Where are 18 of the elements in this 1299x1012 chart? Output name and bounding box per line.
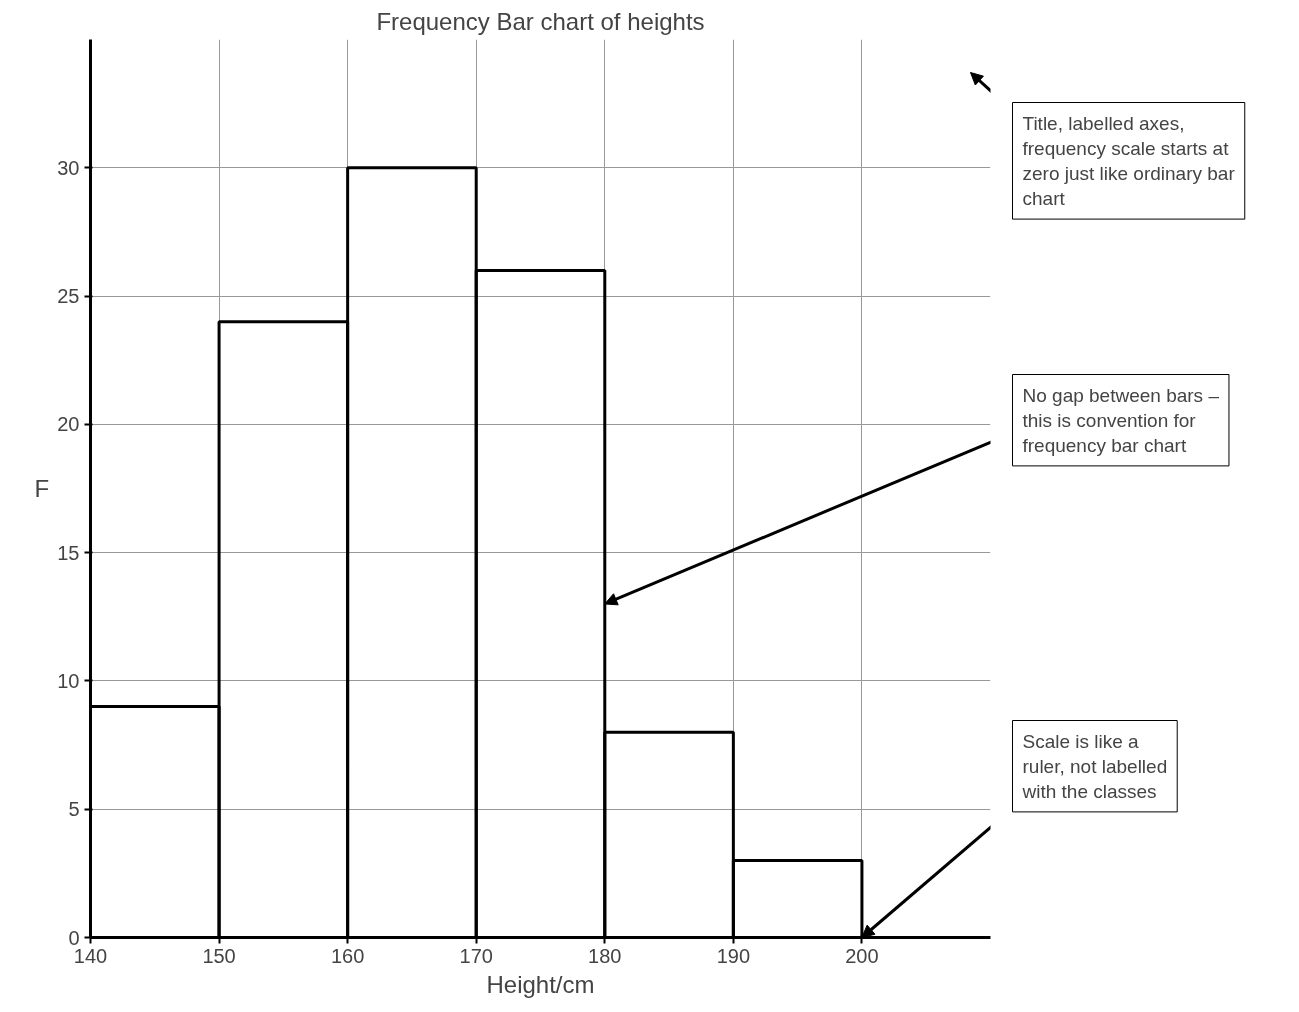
chart-title: Frequency Bar chart of heights [376, 7, 705, 35]
x-tick-label: 190 [716, 944, 751, 967]
y-axis-title: F [34, 475, 50, 502]
y-tick-label: 5 [68, 798, 80, 821]
y-tick-label: 20 [57, 413, 80, 436]
x-tick-label: 170 [459, 944, 493, 967]
x-tick-label: 150 [202, 944, 236, 967]
annotation: Scale is like a ruler, not labelled with the classes [1021, 730, 1168, 802]
annotation: No gap between bars – this is convention for frequency bar chart [1022, 384, 1220, 456]
y-tick-label: 15 [57, 541, 80, 564]
y-tick-label: 25 [57, 285, 80, 308]
text: Title, labelled axes, frequency scale starts at zero just like ordinary bar chart [1022, 112, 1236, 210]
x-tick-label: 200 [845, 944, 879, 967]
x-axis-title: Height/cm [486, 970, 595, 998]
y-tick-label: 10 [57, 669, 80, 692]
x-tick-label: 160 [330, 944, 365, 967]
y-tick-label: 30 [57, 156, 80, 179]
x-tick-label: 180 [588, 944, 622, 967]
